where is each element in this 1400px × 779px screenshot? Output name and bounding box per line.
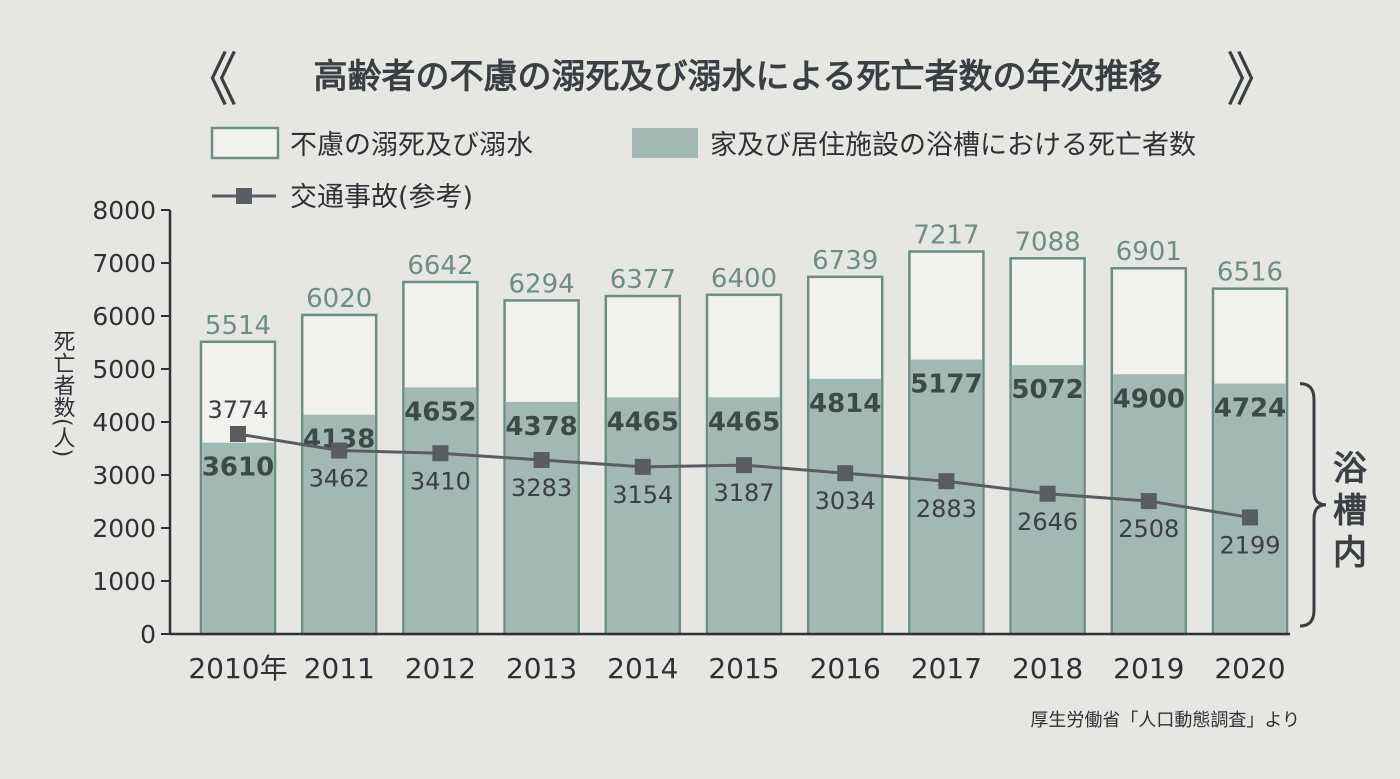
- y-tick-label: 7000: [92, 249, 156, 278]
- data-label-traffic: 3283: [511, 474, 572, 502]
- x-axis: 2010年 2011 2012 2013 2014 2015 2016 2017 2018 201…: [170, 632, 1290, 685]
- data-label-traffic: 3034: [815, 487, 876, 515]
- bar-bath: [910, 359, 983, 634]
- data-label-traffic: 2646: [1017, 508, 1078, 536]
- data-label-bath: 4900: [1113, 384, 1185, 414]
- data-label-traffic: 2883: [916, 495, 977, 523]
- y-tick-label: 1000: [92, 567, 156, 596]
- data-label-traffic: 3154: [612, 481, 673, 509]
- data-label-traffic: 3774: [207, 396, 268, 424]
- legend: 不慮の溺死及び溺水 家及び居住施設の浴槽における死亡者数 交通事故(参考): [210, 126, 1196, 213]
- x-tick-label: 2019: [1113, 652, 1184, 685]
- legend-marker-traffic: [236, 188, 252, 204]
- brace-icon: [1299, 382, 1327, 628]
- traffic-point: [938, 473, 955, 490]
- data-label-total: 6516: [1217, 258, 1283, 288]
- y-tick-label: 4000: [92, 408, 156, 437]
- data-label-total: 6901: [1116, 237, 1182, 267]
- data-label-bath: 3610: [202, 453, 274, 483]
- data-label-total: 6294: [509, 269, 575, 299]
- x-tick-label: 2014: [607, 652, 678, 685]
- y-axis-title: 死亡者数(人): [50, 330, 76, 457]
- data-label-bath: 4465: [607, 407, 679, 437]
- x-tick-label: 2010年: [188, 652, 287, 685]
- title-bracket-left: 《: [180, 46, 238, 114]
- y-tick-label: 0: [140, 620, 156, 649]
- source-note: 厚生労働省「人口動態調査」より: [1030, 710, 1300, 731]
- y-tick-label: 8000: [92, 196, 156, 225]
- x-tick-label: 2015: [708, 652, 779, 685]
- x-tick-label: 2016: [810, 652, 881, 685]
- y-tick-label: 6000: [92, 302, 156, 331]
- brace-label-3: 内: [1333, 533, 1367, 573]
- bar-bath: [404, 387, 477, 634]
- data-label-bath: 5177: [910, 370, 982, 400]
- traffic-labels: 3774 3462 3410 3283 3154 3187 3034 2883 2646 2508…: [207, 396, 1280, 559]
- x-tick-label: 2020: [1214, 652, 1285, 685]
- traffic-point: [230, 425, 246, 442]
- traffic-point: [634, 458, 651, 475]
- y-tick-label: 2000: [92, 514, 156, 543]
- brace-label-1: 浴: [1333, 449, 1368, 489]
- data-label-total: 6642: [407, 251, 473, 281]
- traffic-point: [1039, 485, 1056, 502]
- x-tick-label: 2013: [506, 652, 577, 685]
- legend-label-traffic: 交通事故(参考): [290, 182, 473, 213]
- total-labels: 5514 6020 6642 6294 6377 6400 6739 7217 7088 6901…: [205, 220, 1283, 340]
- data-label-total: 7217: [913, 220, 979, 250]
- y-axis: 0 1000 2000 3000 4000 5000 6000 7000 8000: [92, 196, 172, 649]
- chart-title: 高齢者の不慮の溺死及び溺水による死亡者数の年次推移: [314, 57, 1163, 97]
- traffic-point: [331, 442, 348, 459]
- legend-swatch-bath: [632, 128, 698, 158]
- data-label-traffic: 3462: [309, 465, 370, 493]
- legend-label-bath: 家及び居住施設の浴槽における死亡者数: [710, 130, 1196, 161]
- traffic-point: [1242, 509, 1258, 526]
- data-label-total: 6020: [306, 284, 372, 314]
- data-label-bath: 4652: [404, 397, 476, 427]
- x-tick-label: 2012: [405, 652, 476, 685]
- data-label-total: 5514: [205, 311, 271, 341]
- data-label-total: 7088: [1015, 227, 1081, 257]
- x-tick-label: 2011: [304, 652, 375, 685]
- legend-swatch-total: [210, 126, 280, 160]
- brace-label-2: 槽: [1333, 491, 1367, 531]
- data-label-traffic: 2508: [1118, 515, 1179, 543]
- data-label-bath: 4465: [708, 407, 780, 437]
- x-tick-label: 2017: [911, 652, 982, 685]
- traffic-line: [230, 425, 1258, 526]
- bar-bath: [708, 397, 780, 634]
- data-label-bath: 4378: [505, 412, 577, 442]
- y-tick-label: 3000: [92, 461, 156, 490]
- data-label-traffic: 3410: [410, 467, 471, 495]
- traffic-point: [837, 465, 854, 482]
- legend-label-total: 不慮の溺死及び溺水: [290, 130, 533, 161]
- data-label-total: 6377: [610, 265, 676, 295]
- title-bracket-right: 》: [1226, 46, 1284, 114]
- data-label-traffic: 3187: [713, 479, 774, 507]
- bar-bath: [607, 397, 679, 634]
- data-label-bath: 4724: [1214, 394, 1286, 424]
- bar-bath: [809, 378, 881, 634]
- data-label-bath: 5072: [1011, 375, 1083, 405]
- bar-bath: [202, 442, 274, 634]
- bar-bath: [505, 401, 578, 634]
- data-label-total: 6400: [711, 264, 777, 294]
- data-label-bath: 4814: [809, 389, 881, 419]
- bath-brace: 浴 槽 内: [1299, 382, 1368, 628]
- x-tick-label: 2018: [1012, 652, 1083, 685]
- bar-bath: [1214, 383, 1286, 634]
- data-label-traffic: 2199: [1219, 531, 1280, 559]
- traffic-point: [533, 452, 550, 469]
- traffic-point: [432, 445, 449, 462]
- traffic-point: [1140, 493, 1157, 510]
- traffic-point: [736, 457, 752, 474]
- y-tick-label: 5000: [92, 355, 156, 384]
- data-label-total: 6739: [812, 246, 878, 276]
